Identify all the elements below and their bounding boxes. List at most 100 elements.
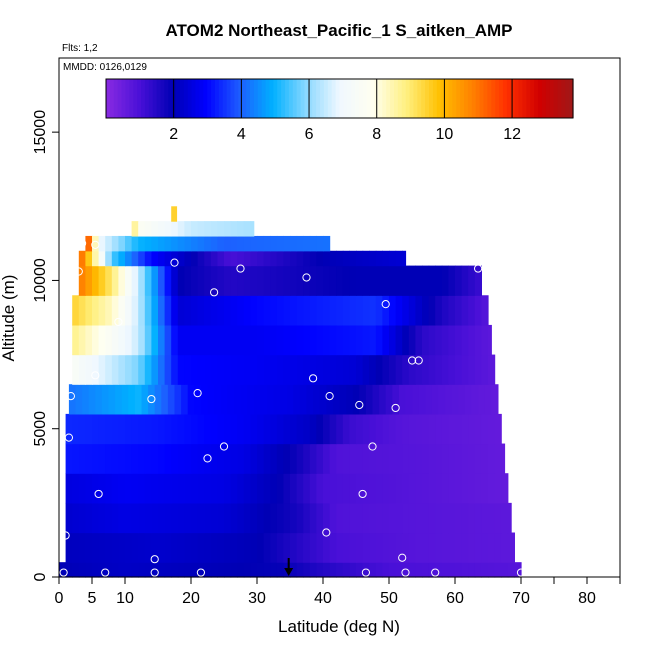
heatmap-cell xyxy=(382,532,390,563)
heatmap-cell xyxy=(283,443,291,474)
heatmap-cell xyxy=(349,502,357,534)
heatmap-cell xyxy=(276,295,284,326)
heatmap-cell xyxy=(78,265,86,296)
heatmap-cell xyxy=(270,354,278,385)
heatmap-cell xyxy=(329,295,337,326)
heatmap-cell xyxy=(151,324,159,356)
heatmap-cell xyxy=(243,413,251,445)
heatmap-cell xyxy=(309,443,317,474)
heatmap-cell xyxy=(349,413,357,445)
heatmap-cell xyxy=(263,265,271,296)
heatmap-cell xyxy=(111,413,119,445)
heatmap-cell xyxy=(210,235,218,252)
observation-point xyxy=(361,568,370,577)
heatmap-cell xyxy=(171,265,179,296)
heatmap-cell xyxy=(323,354,331,385)
heatmap-cell xyxy=(197,250,205,267)
heatmap-cell xyxy=(303,235,311,252)
heatmap-cell xyxy=(105,413,113,445)
heatmap-cell xyxy=(164,443,172,474)
heatmap-cell xyxy=(395,413,403,445)
colorbar-segment xyxy=(409,79,415,118)
heatmap-cell xyxy=(455,413,463,445)
heatmap-cell xyxy=(392,384,400,415)
observation-point xyxy=(431,568,440,577)
heatmap-cell xyxy=(161,384,169,415)
heatmap-cell xyxy=(85,235,93,252)
heatmap-cell xyxy=(210,221,218,237)
heatmap-cell xyxy=(204,250,212,267)
heatmap-cell xyxy=(217,473,225,504)
heatmap-cell xyxy=(359,384,367,415)
heatmap-cell xyxy=(138,532,146,563)
heatmap-cell xyxy=(362,443,370,474)
heatmap-cell xyxy=(488,354,496,385)
heatmap-cell xyxy=(187,384,195,415)
heatmap-cell xyxy=(369,443,377,474)
heatmap-cell xyxy=(428,532,436,563)
heatmap-cell xyxy=(164,354,172,385)
profile-band xyxy=(72,295,489,326)
colorbar-segment xyxy=(288,79,294,118)
heatmap-cell xyxy=(342,413,350,445)
heatmap-cell xyxy=(349,354,357,385)
heatmap-cell xyxy=(184,250,192,267)
colorbar-segment xyxy=(429,79,434,118)
profile-band xyxy=(131,221,255,237)
heatmap-cell xyxy=(108,384,116,415)
observation-point xyxy=(474,264,483,273)
heatmap-cell xyxy=(395,324,403,356)
heatmap-cell xyxy=(316,532,324,563)
heatmap-cell xyxy=(290,265,298,296)
heatmap-cell xyxy=(382,473,390,504)
heatmap-cell xyxy=(342,354,350,385)
colorbar-segment xyxy=(362,79,368,118)
colorbar: 2 4 6 8 10 12 xyxy=(105,78,574,143)
heatmap-cell xyxy=(395,354,403,385)
heatmap-cell xyxy=(118,324,126,356)
heatmap-cell xyxy=(105,532,113,563)
heatmap-cell xyxy=(92,532,100,563)
heatmap-cell xyxy=(415,295,423,326)
heatmap-cell xyxy=(273,384,281,415)
heatmap-cell xyxy=(230,250,238,267)
observation-point xyxy=(210,288,219,297)
heatmap-cell xyxy=(402,532,410,563)
heatmap-cell xyxy=(481,354,489,385)
heatmap-cell xyxy=(283,265,291,296)
heatmap-cell xyxy=(78,532,86,563)
heatmap-cell xyxy=(98,354,106,385)
heatmap-cell xyxy=(276,324,284,356)
colorbar-segment xyxy=(534,79,539,118)
heatmap-cell xyxy=(488,473,496,504)
heatmap-cell xyxy=(158,443,166,474)
heatmap-cell xyxy=(138,324,146,356)
heatmap-cell xyxy=(270,295,278,326)
heatmap-cell xyxy=(131,562,139,578)
heatmap-cell xyxy=(441,562,449,578)
heatmap-cell xyxy=(441,324,449,356)
heatmap-cell xyxy=(243,532,251,563)
chart-title: ATOM2 Northeast_Pacific_1 S_aitken_AMP xyxy=(165,21,512,40)
heatmap-cell xyxy=(461,562,469,578)
heatmap-cell xyxy=(257,532,265,563)
colorbar-segment xyxy=(133,79,138,118)
heatmap-cell xyxy=(72,562,80,578)
heatmap-cell xyxy=(250,250,258,267)
observation-point xyxy=(64,433,74,442)
heatmap-cell xyxy=(435,295,443,326)
heatmap-cell xyxy=(336,295,344,326)
heatmap-cell xyxy=(105,324,113,356)
heatmap-cell xyxy=(428,413,436,445)
colorbar-segment xyxy=(285,79,290,118)
heatmap-cell xyxy=(125,235,133,252)
heatmap-cell xyxy=(484,384,492,415)
heatmap-cell xyxy=(138,413,146,445)
heatmap-cell xyxy=(435,324,443,356)
heatmap-cell xyxy=(131,413,139,445)
observation-point xyxy=(203,454,212,463)
colorbar-segment xyxy=(355,79,360,118)
heatmap-cell xyxy=(408,532,416,563)
colorbar-segment xyxy=(502,79,508,118)
heatmap-cell xyxy=(118,443,126,474)
